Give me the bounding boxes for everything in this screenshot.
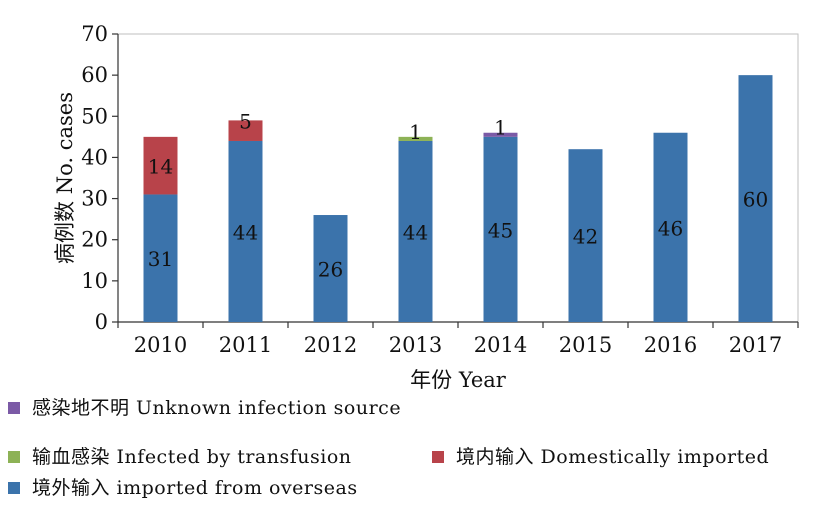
bar-2010-series-0 <box>143 194 178 322</box>
y-tick-label: 60 <box>81 63 108 87</box>
x-axis-title: 年份 Year <box>410 368 507 392</box>
data-label: 44 <box>233 220 258 244</box>
legend-item-domestic: 境内输入 Domestically imported <box>432 446 769 468</box>
x-tick-label: 2015 <box>559 333 612 357</box>
data-label: 14 <box>148 155 173 179</box>
legend-item-unknown-source: 感染地不明 Unknown infection source <box>8 397 401 419</box>
y-tick-label: 70 <box>81 22 108 46</box>
y-axis-title: 病例数 No. cases <box>53 92 77 264</box>
legend-swatch-domestic <box>432 451 444 463</box>
bar-2014-series-3 <box>483 132 518 137</box>
data-label: 1 <box>494 116 507 140</box>
bar-2013-series-0 <box>398 140 433 322</box>
bar-2014-series-0 <box>483 136 518 322</box>
legend-swatch-transfusion <box>8 451 20 463</box>
data-label: 46 <box>658 216 683 240</box>
bar-2011-series-0 <box>228 140 263 322</box>
x-tick-label: 2012 <box>304 333 357 357</box>
y-tick-label: 20 <box>81 228 108 252</box>
legend-label-domestic: 境内输入 Domestically imported <box>456 446 770 468</box>
legend-label-unknown-source: 感染地不明 Unknown infection source <box>32 397 402 419</box>
bar-2011-series-1 <box>228 120 263 141</box>
legend-label-transfusion: 输血感染 Infected by transfusion <box>32 446 352 468</box>
stacked-bar-chart: 0 10 20 30 40 50 60 70 2010 2011 2012 2013 2014 2015 2… <box>53 22 799 392</box>
y-tick-label: 10 <box>81 269 108 293</box>
y-tick-label: 0 <box>95 310 108 334</box>
data-label: 5 <box>239 109 252 133</box>
x-tick-label: 2010 <box>134 333 187 357</box>
y-tick-label: 30 <box>81 187 108 211</box>
data-label: 1 <box>409 120 422 144</box>
x-tick-label: 2011 <box>219 333 272 357</box>
bar-2017-series-0 <box>738 75 773 323</box>
x-tick-label: 2017 <box>729 333 782 357</box>
x-tick-label: 2014 <box>474 333 527 357</box>
data-label: 42 <box>573 225 598 249</box>
legend-item-transfusion: 输血感染 Infected by transfusion <box>8 446 352 468</box>
y-tick-label: 40 <box>81 145 108 169</box>
x-tick-label: 2016 <box>644 333 697 357</box>
bar-2015-series-0 <box>568 149 603 322</box>
data-label: 26 <box>318 258 343 282</box>
legend-item-overseas: 境外输入 imported from overseas <box>8 477 358 499</box>
plot-area-border <box>117 33 799 323</box>
data-label: 31 <box>148 247 173 271</box>
data-label: 45 <box>488 218 513 242</box>
legend-swatch-overseas <box>8 482 20 494</box>
bar-2010-series-1 <box>143 136 178 195</box>
bar-2016-series-0 <box>653 132 688 322</box>
y-tick-label: 50 <box>81 104 108 128</box>
data-label: 60 <box>743 188 768 212</box>
legend-label-overseas: 境外输入 imported from overseas <box>32 477 358 499</box>
x-tick-label: 2013 <box>389 333 442 357</box>
data-label: 44 <box>403 220 428 244</box>
bar-2013-series-2 <box>398 136 433 141</box>
bar-2012-series-0 <box>313 215 348 322</box>
legend-swatch-unknown-source <box>8 402 20 414</box>
